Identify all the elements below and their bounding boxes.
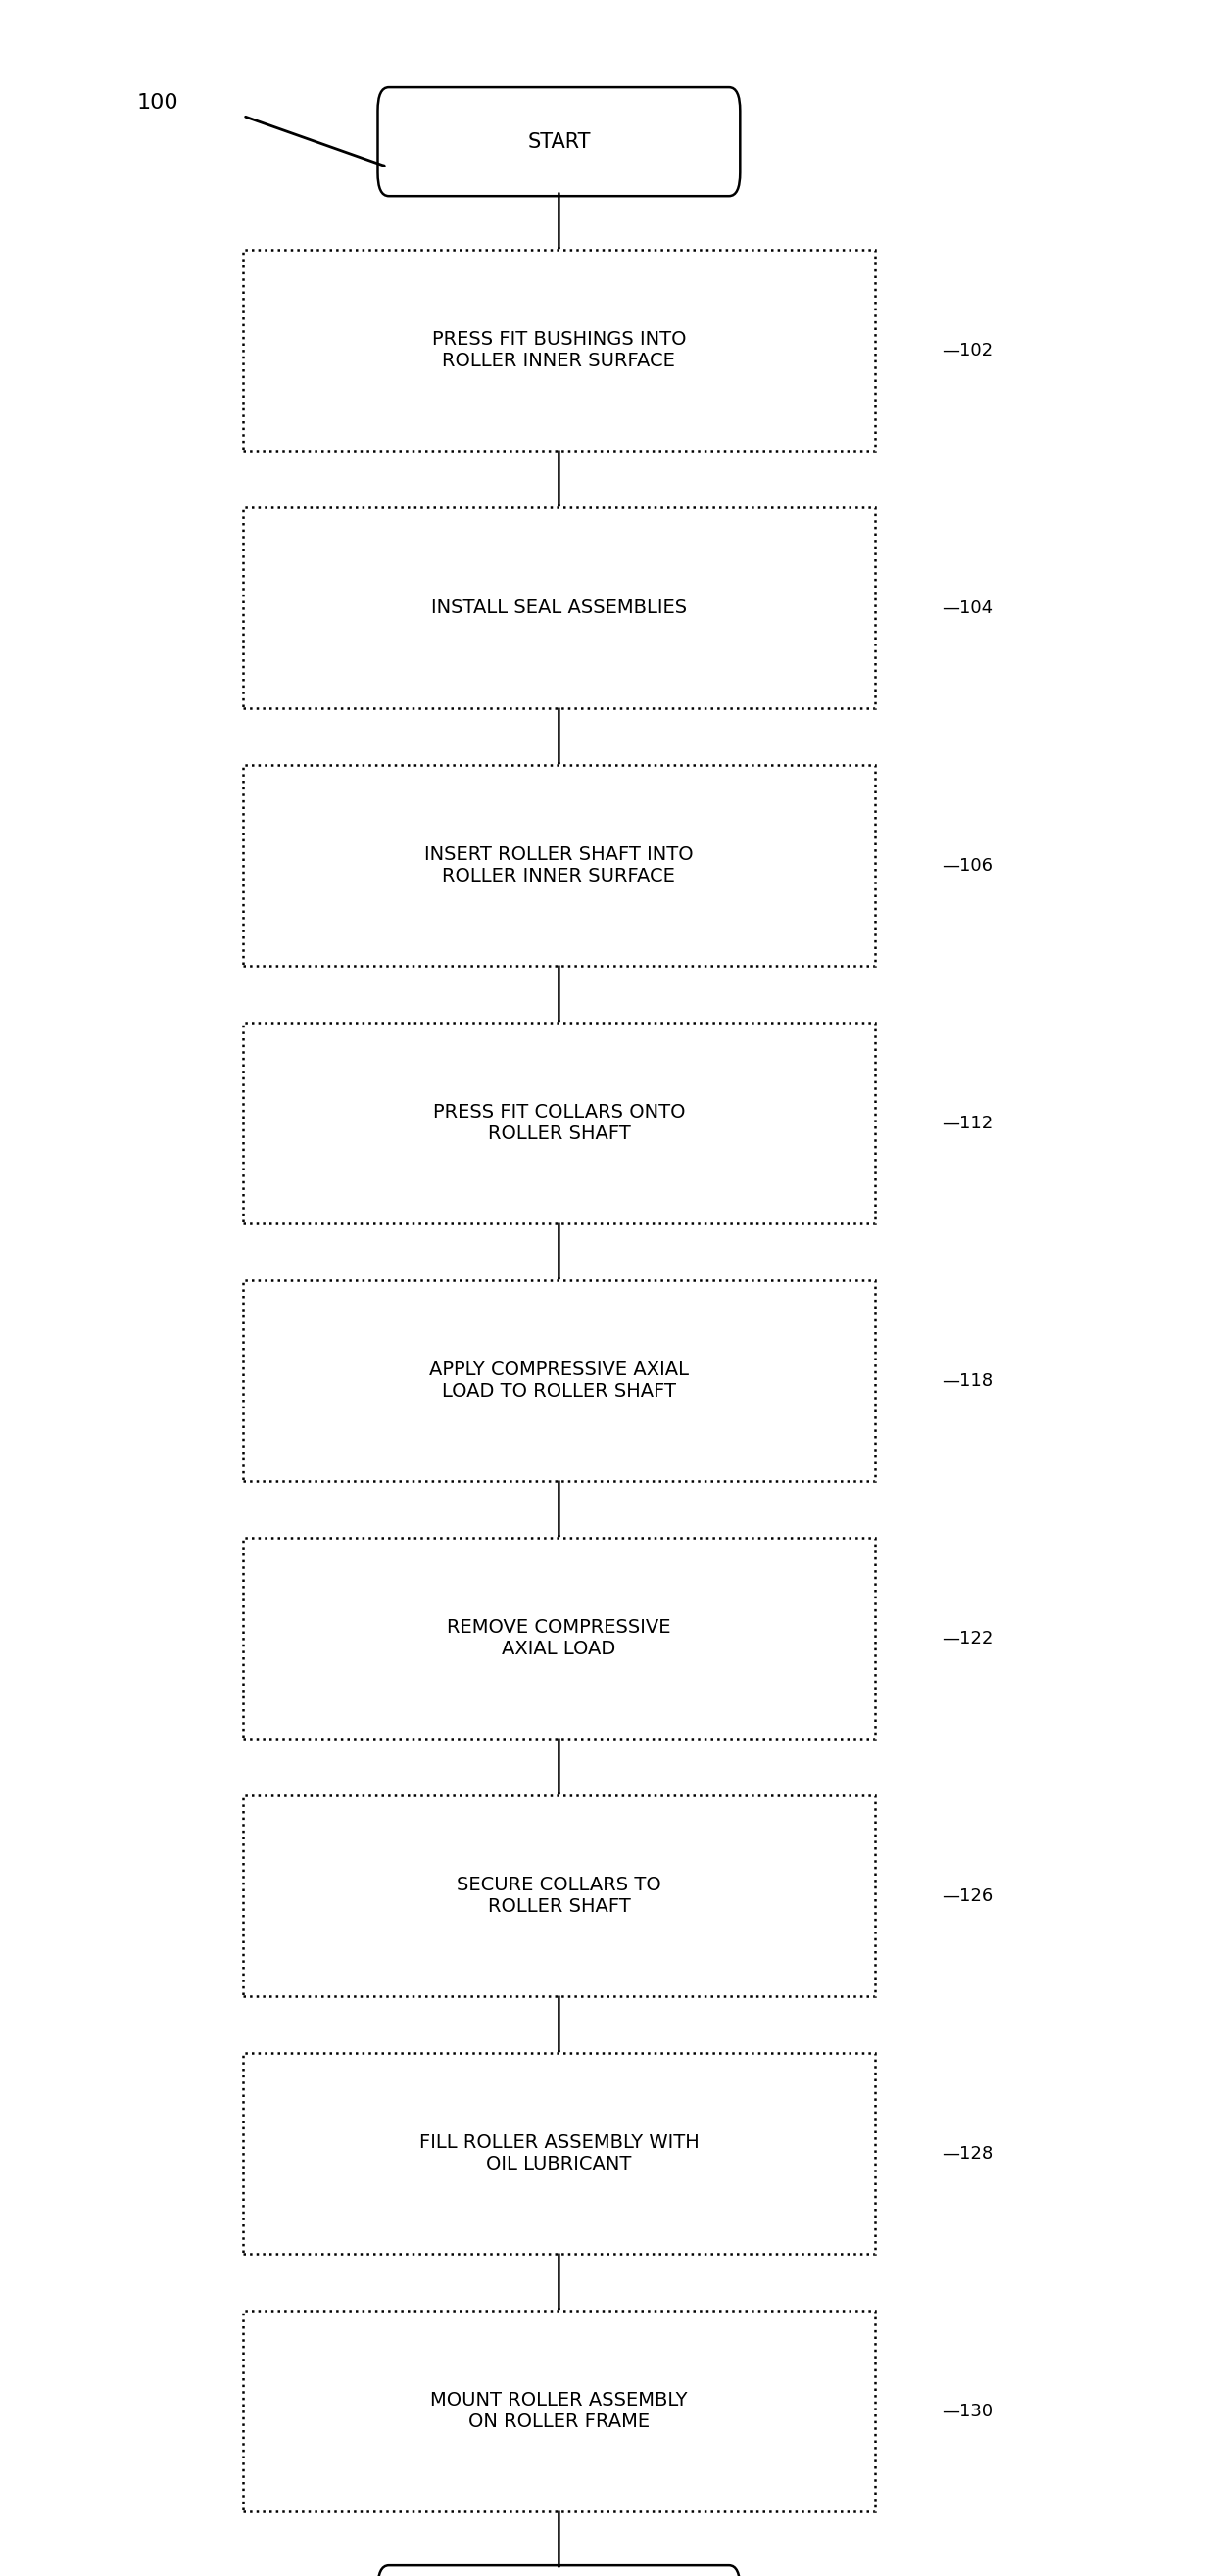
Text: —130: —130	[942, 2403, 993, 2419]
Text: INSERT ROLLER SHAFT INTO
ROLLER INNER SURFACE: INSERT ROLLER SHAFT INTO ROLLER INNER SU…	[424, 845, 694, 886]
Text: —118: —118	[942, 1373, 993, 1388]
Text: PRESS FIT COLLARS ONTO
ROLLER SHAFT: PRESS FIT COLLARS ONTO ROLLER SHAFT	[433, 1103, 685, 1144]
Text: —112: —112	[942, 1115, 993, 1131]
Text: —126: —126	[942, 1888, 993, 1904]
Bar	[243, 765, 875, 966]
Text: —102: —102	[942, 343, 993, 358]
Bar	[243, 1795, 875, 1996]
Text: SECURE COLLARS TO
ROLLER SHAFT: SECURE COLLARS TO ROLLER SHAFT	[457, 1875, 661, 1917]
Text: INSTALL SEAL ASSEMBLIES: INSTALL SEAL ASSEMBLIES	[431, 598, 686, 618]
Text: —128: —128	[942, 2146, 993, 2161]
Text: —106: —106	[942, 858, 993, 873]
Bar	[243, 1280, 875, 1481]
Bar	[243, 507, 875, 708]
Bar	[243, 1023, 875, 1224]
Bar	[243, 2053, 875, 2254]
Text: —104: —104	[942, 600, 993, 616]
Bar	[243, 2311, 875, 2512]
Text: REMOVE COMPRESSIVE
AXIAL LOAD: REMOVE COMPRESSIVE AXIAL LOAD	[447, 1618, 671, 1659]
Bar	[243, 250, 875, 451]
Text: —122: —122	[942, 1631, 993, 1646]
Text: APPLY COMPRESSIVE AXIAL
LOAD TO ROLLER SHAFT: APPLY COMPRESSIVE AXIAL LOAD TO ROLLER S…	[429, 1360, 689, 1401]
Text: START: START	[527, 131, 590, 152]
Text: PRESS FIT BUSHINGS INTO
ROLLER INNER SURFACE: PRESS FIT BUSHINGS INTO ROLLER INNER SUR…	[431, 330, 686, 371]
Text: 100: 100	[137, 93, 179, 113]
FancyBboxPatch shape	[378, 88, 740, 196]
Bar	[243, 1538, 875, 1739]
Text: MOUNT ROLLER ASSEMBLY
ON ROLLER FRAME: MOUNT ROLLER ASSEMBLY ON ROLLER FRAME	[430, 2391, 688, 2432]
Text: FILL ROLLER ASSEMBLY WITH
OIL LUBRICANT: FILL ROLLER ASSEMBLY WITH OIL LUBRICANT	[419, 2133, 699, 2174]
FancyBboxPatch shape	[378, 2566, 740, 2576]
